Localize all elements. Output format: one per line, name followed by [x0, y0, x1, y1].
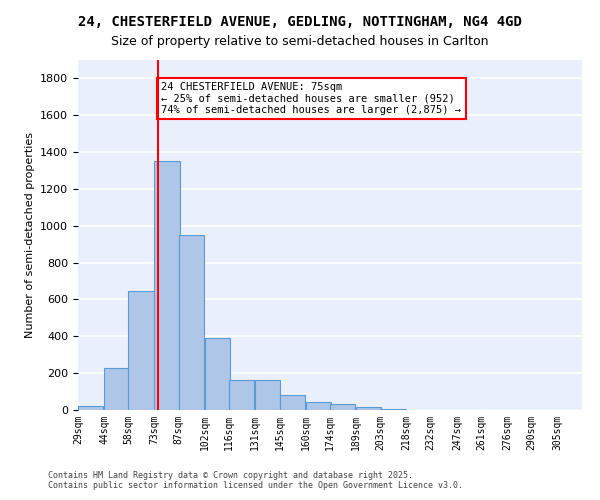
- Bar: [356, 407, 381, 410]
- Bar: [128, 291, 154, 410]
- Bar: [104, 368, 129, 410]
- Bar: [229, 380, 254, 410]
- Bar: [255, 380, 280, 410]
- Bar: [380, 409, 406, 410]
- Bar: [305, 402, 331, 410]
- Text: Contains HM Land Registry data © Crown copyright and database right 2025.
Contai: Contains HM Land Registry data © Crown c…: [48, 470, 463, 490]
- Bar: [280, 396, 305, 410]
- Bar: [179, 235, 204, 410]
- Bar: [205, 338, 230, 410]
- Y-axis label: Number of semi-detached properties: Number of semi-detached properties: [25, 132, 35, 338]
- Bar: [154, 162, 179, 410]
- Text: Size of property relative to semi-detached houses in Carlton: Size of property relative to semi-detach…: [111, 35, 489, 48]
- Bar: [330, 404, 355, 410]
- Text: 24, CHESTERFIELD AVENUE, GEDLING, NOTTINGHAM, NG4 4GD: 24, CHESTERFIELD AVENUE, GEDLING, NOTTIN…: [78, 15, 522, 29]
- Text: 24 CHESTERFIELD AVENUE: 75sqm
← 25% of semi-detached houses are smaller (952)
74: 24 CHESTERFIELD AVENUE: 75sqm ← 25% of s…: [161, 82, 461, 116]
- Bar: [78, 406, 103, 410]
